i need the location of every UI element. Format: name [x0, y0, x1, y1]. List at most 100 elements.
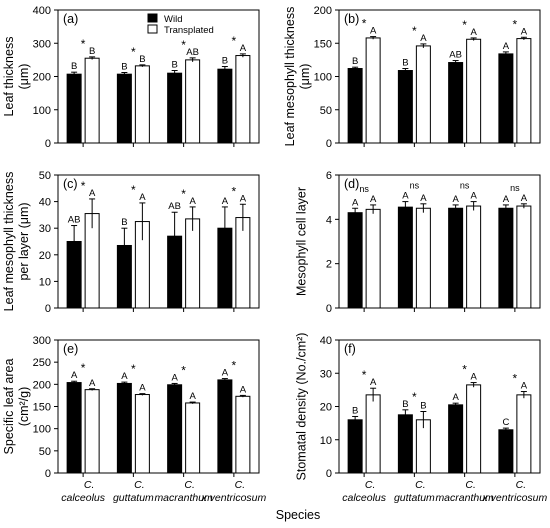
significance-letter: A: [352, 197, 359, 208]
y-tick-label: 0: [45, 138, 51, 150]
y-tick-label: 10: [320, 435, 332, 447]
y-tick-label: 0: [326, 303, 332, 315]
wild-bar: [498, 429, 514, 474]
y-axis-label: Leaf mesophyll thicknessper layer (μm): [2, 172, 31, 312]
significance-letter: B: [352, 56, 358, 67]
significance-marker: *: [81, 37, 86, 51]
y-tick-label: 100: [33, 105, 51, 117]
significance-marker: ns: [359, 184, 369, 194]
y-axis-label: Leaf mesophyll thickness(μm): [283, 7, 312, 147]
wild-bar: [347, 68, 363, 144]
significance-marker: *: [513, 17, 518, 31]
y-tick-label: 250: [33, 357, 51, 369]
significance-letter: A: [521, 26, 528, 37]
x-axis-label: Species: [276, 508, 320, 522]
significance-letter: AB: [449, 50, 462, 61]
category-label: C.: [415, 479, 426, 491]
y-axis-label: Leaf thickness(μm): [2, 37, 31, 117]
significance-letter: A: [189, 391, 196, 402]
transplanted-bar: [185, 59, 201, 144]
category-label: guttatum: [394, 492, 435, 504]
y-tick-label: 10: [39, 276, 51, 288]
y-tick-label: 6: [326, 170, 332, 182]
wild-bar: [347, 419, 363, 474]
wild-bar: [167, 72, 183, 144]
category-label: C.: [465, 479, 476, 491]
significance-letter: A: [171, 372, 178, 383]
panel-c: 0 10 20 30 40 50 (c) Leaf mesophyll thicknesspe…: [2, 170, 260, 315]
significance-letter: AB: [168, 201, 181, 212]
y-tick-label: 30: [320, 368, 332, 380]
transplanted-bar: [516, 394, 532, 474]
significance-letter: A: [71, 370, 78, 381]
significance-letter: A: [240, 384, 247, 395]
y-tick-label: 0: [326, 468, 332, 480]
category-label: C.: [184, 479, 195, 491]
significance-letter: AB: [186, 47, 199, 58]
y-tick-label: 150: [314, 38, 332, 50]
significance-marker: *: [131, 183, 136, 197]
panel-label: (e): [63, 342, 78, 356]
y-tick-label: 40: [39, 197, 51, 209]
y-tick-label: 100: [314, 72, 332, 84]
transplanted-bar: [84, 389, 100, 474]
significance-letter: B: [121, 217, 127, 228]
transplanted-bar: [134, 65, 150, 144]
wild-bar: [66, 73, 82, 144]
significance-letter: A: [121, 371, 128, 382]
y-tick-label: 400: [33, 5, 51, 17]
significance-marker: ns: [510, 183, 520, 193]
significance-marker: *: [462, 18, 467, 32]
significance-letter: A: [420, 193, 427, 204]
panel-label: (f): [344, 342, 356, 356]
category-label: C.: [84, 479, 95, 491]
significance-marker: *: [181, 363, 186, 377]
significance-letter: A: [470, 27, 477, 38]
transplanted-bar: [466, 384, 482, 474]
wild-bar: [397, 70, 413, 144]
y-tick-label: 200: [33, 379, 51, 391]
wild-bar: [397, 206, 413, 309]
y-axis-label: Specific leaf area(cm²/g): [2, 359, 31, 455]
category-label: x ventricosum: [200, 492, 266, 504]
transplanted-bar: [516, 38, 532, 144]
plot-frame: [338, 174, 541, 309]
wild-bar: [217, 379, 233, 474]
significance-marker: *: [412, 390, 417, 404]
panel-f: 0 10 20 30 40 (f) Stomatal density (No./cm²) B A…: [294, 333, 547, 504]
significance-marker: *: [81, 179, 86, 193]
category-label: x ventricosum: [481, 492, 547, 504]
significance-letter: A: [521, 381, 528, 392]
significance-letter: C: [502, 417, 509, 428]
significance-letter: A: [139, 383, 146, 394]
y-axis-label: Stomatal density (No./cm²): [294, 333, 308, 481]
wild-bar: [66, 382, 82, 474]
y-tick-label: 50: [320, 105, 332, 117]
panel-b: 0 50 100 150 200 (b) Leaf mesophyll thickness(…: [283, 5, 541, 150]
transplanted-bar: [466, 38, 482, 144]
significance-letter: A: [370, 26, 377, 37]
significance-letter: B: [402, 58, 408, 69]
significance-marker: *: [131, 362, 136, 376]
panel-label: (c): [63, 177, 78, 191]
significance-letter: A: [452, 194, 459, 205]
significance-letter: A: [503, 41, 510, 52]
wild-bar: [217, 68, 233, 144]
transplanted-bar: [415, 45, 431, 144]
significance-letter: A: [470, 191, 477, 202]
y-tick-label: 200: [314, 5, 332, 17]
panel-e: 0 50 100 150 200 250 300 (e) Specific leaf area(…: [2, 335, 266, 504]
significance-marker: *: [232, 34, 237, 48]
significance-marker: *: [232, 184, 237, 198]
category-label: C.: [134, 479, 145, 491]
wild-bar: [116, 382, 132, 474]
category-label: guttatum: [113, 492, 154, 504]
wild-bar: [448, 207, 464, 309]
legend-swatch: [147, 24, 158, 34]
wild-bar: [167, 384, 183, 474]
legend-label: Transplated: [164, 25, 214, 36]
